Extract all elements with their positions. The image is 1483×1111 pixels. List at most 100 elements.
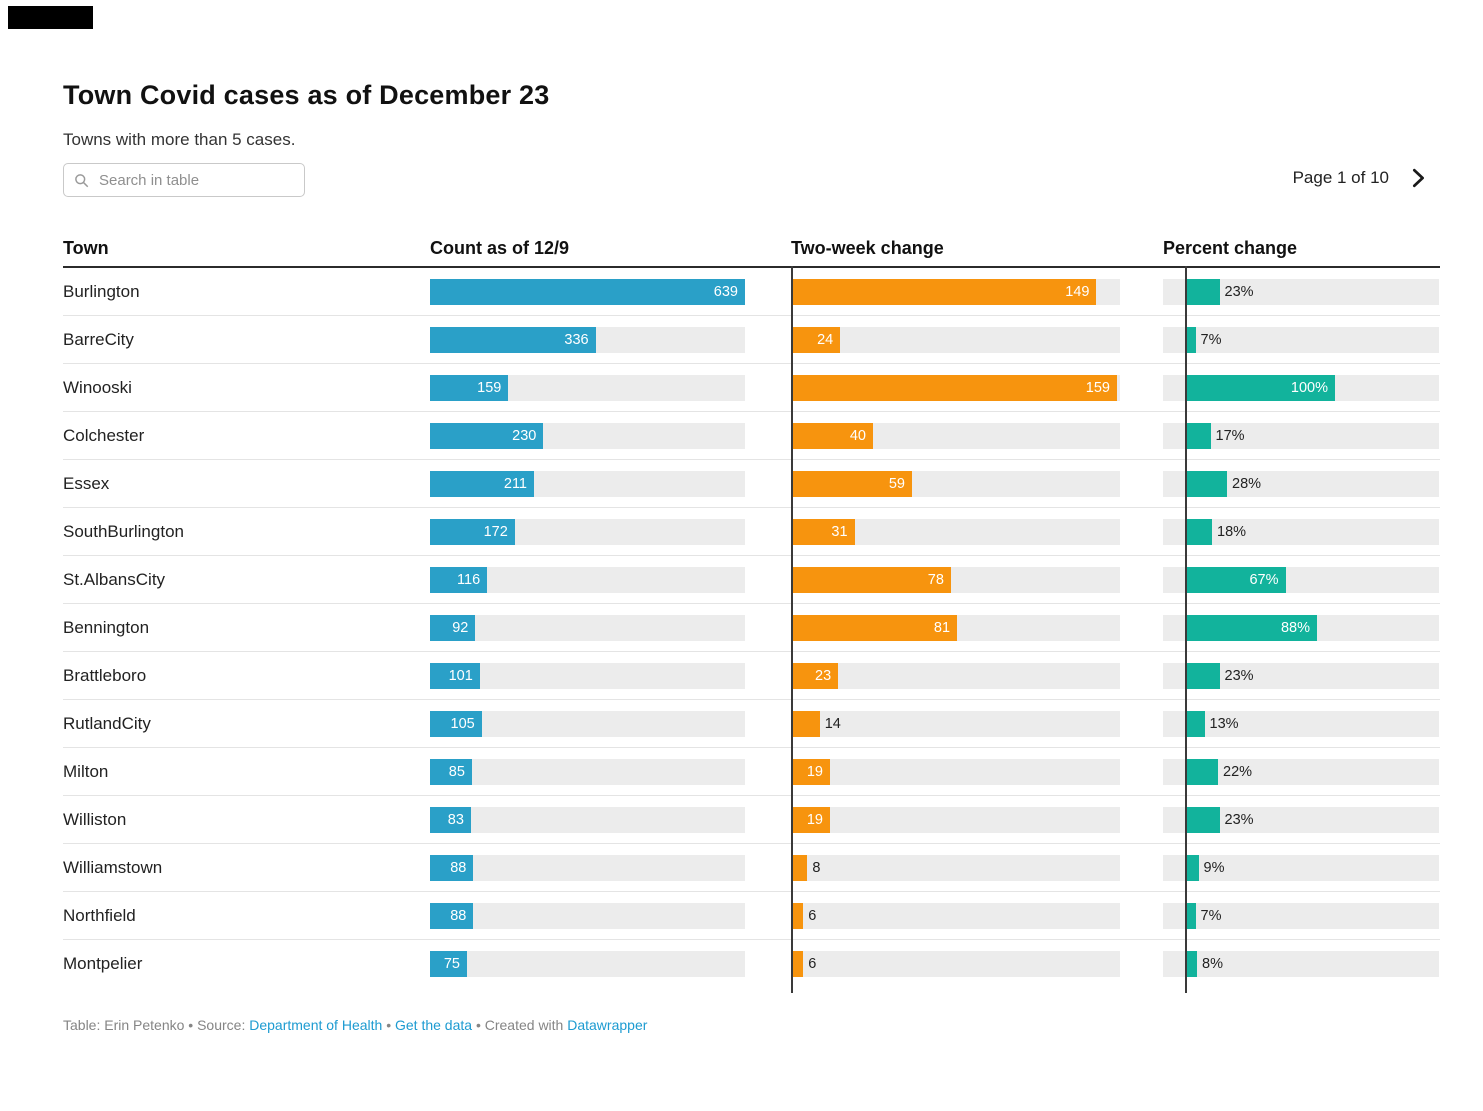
count-bar	[430, 855, 474, 881]
count-bar-track: 211	[430, 471, 745, 497]
count-bar	[430, 615, 476, 641]
count-bar-track: 88	[430, 855, 745, 881]
change-value: 6	[808, 908, 817, 924]
change-bar	[791, 615, 958, 641]
count-bar-track: 88	[430, 903, 745, 929]
table-row: Bennington 92 81 88%	[63, 604, 1440, 652]
change-bar-track: 149	[791, 279, 1120, 305]
table-row: Williamstown 88 8 9%	[63, 844, 1440, 892]
count-bar	[430, 375, 509, 401]
count-value: 211	[503, 476, 527, 492]
change-bar	[791, 567, 951, 593]
change-value: 40	[849, 428, 866, 444]
table-row: Northfield 88 6 7%	[63, 892, 1440, 940]
percent-bar	[1185, 375, 1335, 401]
data-table: Town Count as of 12/9 Two-week change Pe…	[63, 232, 1440, 997]
percent-bar	[1185, 279, 1220, 305]
count-bar	[430, 759, 472, 785]
footer-separator: •	[382, 1017, 395, 1033]
town-label: Milton	[63, 762, 109, 781]
header-rule	[63, 266, 1440, 268]
change-bar	[791, 327, 841, 353]
change-bar-track: 78	[791, 567, 1120, 593]
percent-value: 67%	[1249, 572, 1279, 588]
change-bar-track: 14	[791, 711, 1120, 737]
count-value: 88	[450, 860, 467, 876]
change-bar	[791, 759, 830, 785]
count-value: 116	[457, 572, 481, 588]
percent-bar	[1185, 327, 1196, 353]
change-bar-track: 40	[791, 423, 1120, 449]
town-label: St.AlbansCity	[63, 570, 166, 589]
table-row: BarreCity 336 24 7%	[63, 316, 1440, 364]
change-bar	[791, 807, 830, 833]
table-row: Brattleboro 101 23 23%	[63, 652, 1440, 700]
percent-bar	[1185, 759, 1218, 785]
percent-bar-track: 22%	[1163, 759, 1439, 785]
count-bar	[430, 519, 515, 545]
town-label: Northfield	[63, 906, 136, 925]
change-value: 19	[806, 764, 823, 780]
change-bar-track: 8	[791, 855, 1120, 881]
change-bar	[791, 855, 808, 881]
change-bar-track: 19	[791, 807, 1120, 833]
change-bar	[791, 519, 855, 545]
change-bar	[791, 903, 804, 929]
town-label: Williston	[63, 810, 127, 829]
percent-value: 28%	[1232, 476, 1262, 492]
change-value: 78	[927, 572, 944, 588]
source-link[interactable]: Department of Health	[249, 1017, 383, 1033]
change-value: 6	[808, 956, 817, 972]
percent-bar-track: 23%	[1163, 279, 1439, 305]
column-header-percent[interactable]: Percent change	[1163, 238, 1298, 258]
datawrapper-link[interactable]: Datawrapper	[567, 1017, 648, 1033]
table-row: Burlington 639 149 23%	[63, 268, 1440, 316]
count-value: 92	[452, 620, 469, 636]
percent-bar-track: 8%	[1163, 951, 1439, 977]
count-bar	[430, 951, 467, 977]
column-header-town[interactable]: Town	[63, 238, 109, 258]
percent-bar-track: 88%	[1163, 615, 1439, 641]
percent-value: 13%	[1209, 716, 1239, 732]
blackout-box	[8, 6, 93, 29]
table-row: Montpelier 75 6 8%	[63, 940, 1440, 988]
column-header-count[interactable]: Count as of 12/9	[430, 238, 570, 258]
town-label: Essex	[63, 474, 110, 493]
percent-bar-track: 13%	[1163, 711, 1439, 737]
row-separator	[63, 795, 1440, 796]
change-value: 14	[824, 716, 841, 732]
percent-value: 18%	[1217, 524, 1247, 540]
percent-zero-axis	[1185, 266, 1187, 993]
count-bar-track: 116	[430, 567, 745, 593]
next-page-button[interactable]	[1405, 165, 1431, 191]
town-label: Bennington	[63, 618, 150, 637]
change-bar-track: 23	[791, 663, 1120, 689]
count-bar-track: 85	[430, 759, 745, 785]
town-label: SouthBurlington	[63, 522, 184, 541]
percent-bar-track: 17%	[1163, 423, 1439, 449]
percent-bar	[1185, 567, 1286, 593]
table-row: SouthBurlington 172 31 18%	[63, 508, 1440, 556]
percent-value: 9%	[1203, 860, 1225, 876]
table-row: St.AlbansCity 116 78 67%	[63, 556, 1440, 604]
search-input[interactable]	[97, 170, 300, 190]
count-value: 83	[447, 812, 464, 828]
percent-bar	[1185, 903, 1196, 929]
get-data-link[interactable]: Get the data	[395, 1017, 473, 1033]
column-header-change[interactable]: Two-week change	[791, 238, 944, 258]
search-icon	[74, 173, 89, 188]
count-bar-track: 105	[430, 711, 745, 737]
change-bar-track: 6	[791, 951, 1120, 977]
count-value: 85	[448, 764, 465, 780]
row-separator	[63, 603, 1440, 604]
row-separator	[63, 843, 1440, 844]
count-value: 336	[564, 332, 589, 348]
change-value: 59	[888, 476, 905, 492]
percent-bar	[1185, 663, 1220, 689]
change-value: 159	[1085, 380, 1110, 396]
row-separator	[63, 363, 1440, 364]
count-bar-track: 336	[430, 327, 745, 353]
change-bar	[791, 711, 820, 737]
table-row: RutlandCity 105 14 13%	[63, 700, 1440, 748]
search-box[interactable]	[63, 163, 305, 197]
